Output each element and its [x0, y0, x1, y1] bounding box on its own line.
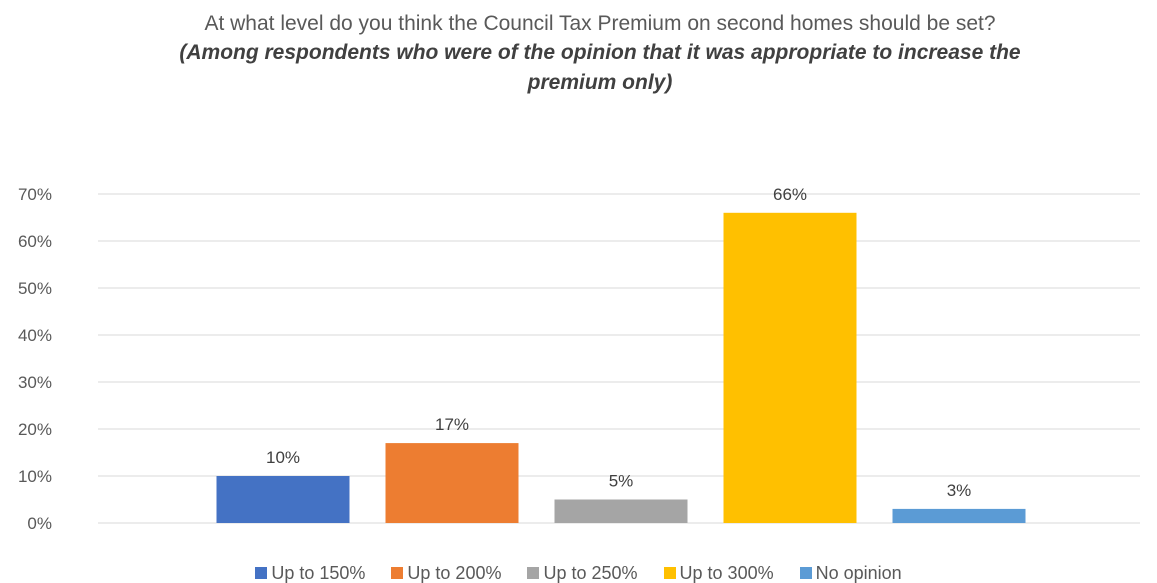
- legend-swatch: [391, 567, 404, 579]
- legend-label: Up to 200%: [407, 563, 502, 583]
- bar: [892, 508, 1026, 523]
- chart-title: At what level do you think the Council T…: [204, 12, 996, 35]
- y-tick-label: 20%: [18, 420, 52, 439]
- chart-subtitle: (Among respondents who were of the opini…: [179, 41, 1021, 94]
- legend-label: Up to 300%: [679, 563, 774, 583]
- data-label: 3%: [947, 481, 972, 500]
- y-tick-label: 60%: [18, 232, 52, 251]
- bar: [216, 476, 350, 523]
- y-tick-label: 70%: [18, 185, 52, 204]
- data-label: 5%: [609, 472, 634, 491]
- legend-item: Up to 300%: [663, 563, 774, 583]
- legend-label: Up to 150%: [271, 563, 366, 583]
- data-label: 17%: [435, 415, 469, 434]
- y-tick-label: 0%: [27, 514, 52, 533]
- bar: [723, 212, 857, 524]
- data-label: 10%: [266, 448, 300, 467]
- legend-item: Up to 250%: [527, 563, 638, 583]
- legend-label: Up to 250%: [543, 563, 638, 583]
- bar: [554, 499, 688, 523]
- chart-title-block: At what level do you think the Council T…: [150, 10, 1050, 98]
- y-tick-label: 30%: [18, 373, 52, 392]
- chart-legend: Up to 150% Up to 200% Up to 250% Up to 300%…: [0, 563, 1157, 583]
- legend-swatch: [527, 567, 540, 579]
- legend-swatch: [799, 567, 812, 579]
- legend-swatch: [663, 567, 676, 579]
- legend-label: No opinion: [815, 563, 902, 583]
- legend-swatch: [255, 567, 268, 579]
- legend-item: Up to 150%: [255, 563, 365, 583]
- legend-item: No opinion: [799, 563, 902, 583]
- bar: [385, 443, 519, 523]
- y-tick-label: 10%: [18, 467, 52, 486]
- y-tick-label: 50%: [18, 279, 52, 298]
- data-label: 66%: [773, 185, 807, 204]
- y-tick-label: 40%: [18, 326, 52, 345]
- legend-item: Up to 200%: [391, 563, 501, 583]
